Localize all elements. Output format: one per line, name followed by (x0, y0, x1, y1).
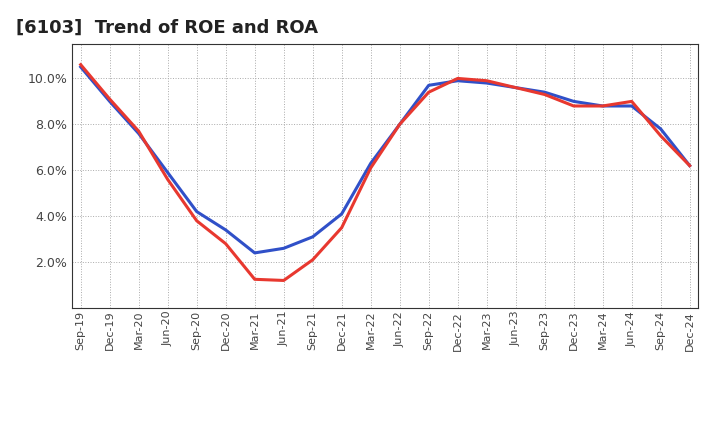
ROA (338, 211, 346, 216)
ROE (366, 165, 375, 171)
ROE (163, 177, 172, 182)
ROA (657, 126, 665, 132)
ROE (105, 96, 114, 102)
ROE (308, 257, 317, 262)
ROA (308, 234, 317, 239)
ROA (395, 122, 404, 127)
ROA (105, 99, 114, 104)
ROE (135, 128, 143, 134)
ROA (135, 131, 143, 136)
Text: [6103]  Trend of ROE and ROA: [6103] Trend of ROE and ROA (16, 19, 318, 37)
ROA (541, 90, 549, 95)
ROE (482, 78, 491, 83)
ROA (482, 81, 491, 86)
ROE (192, 218, 201, 224)
ROE (454, 76, 462, 81)
ROE (627, 99, 636, 104)
ROA (251, 250, 259, 256)
ROE (76, 62, 85, 67)
ROE (395, 122, 404, 127)
ROA (163, 170, 172, 175)
Line: ROA: ROA (81, 67, 690, 253)
ROA (511, 85, 520, 90)
ROE (511, 85, 520, 90)
ROE (657, 133, 665, 139)
ROE (598, 103, 607, 109)
ROE (570, 103, 578, 109)
ROA (366, 161, 375, 166)
Line: ROE: ROE (81, 65, 690, 280)
ROE (279, 278, 288, 283)
ROA (192, 209, 201, 214)
ROA (598, 103, 607, 109)
ROA (454, 78, 462, 83)
ROE (685, 163, 694, 169)
ROA (76, 64, 85, 70)
ROE (251, 277, 259, 282)
ROE (338, 225, 346, 230)
ROA (279, 246, 288, 251)
ROE (541, 92, 549, 97)
ROE (424, 90, 433, 95)
ROE (221, 241, 230, 246)
ROA (424, 83, 433, 88)
ROA (685, 163, 694, 169)
ROA (570, 99, 578, 104)
ROA (627, 103, 636, 109)
ROA (221, 227, 230, 233)
